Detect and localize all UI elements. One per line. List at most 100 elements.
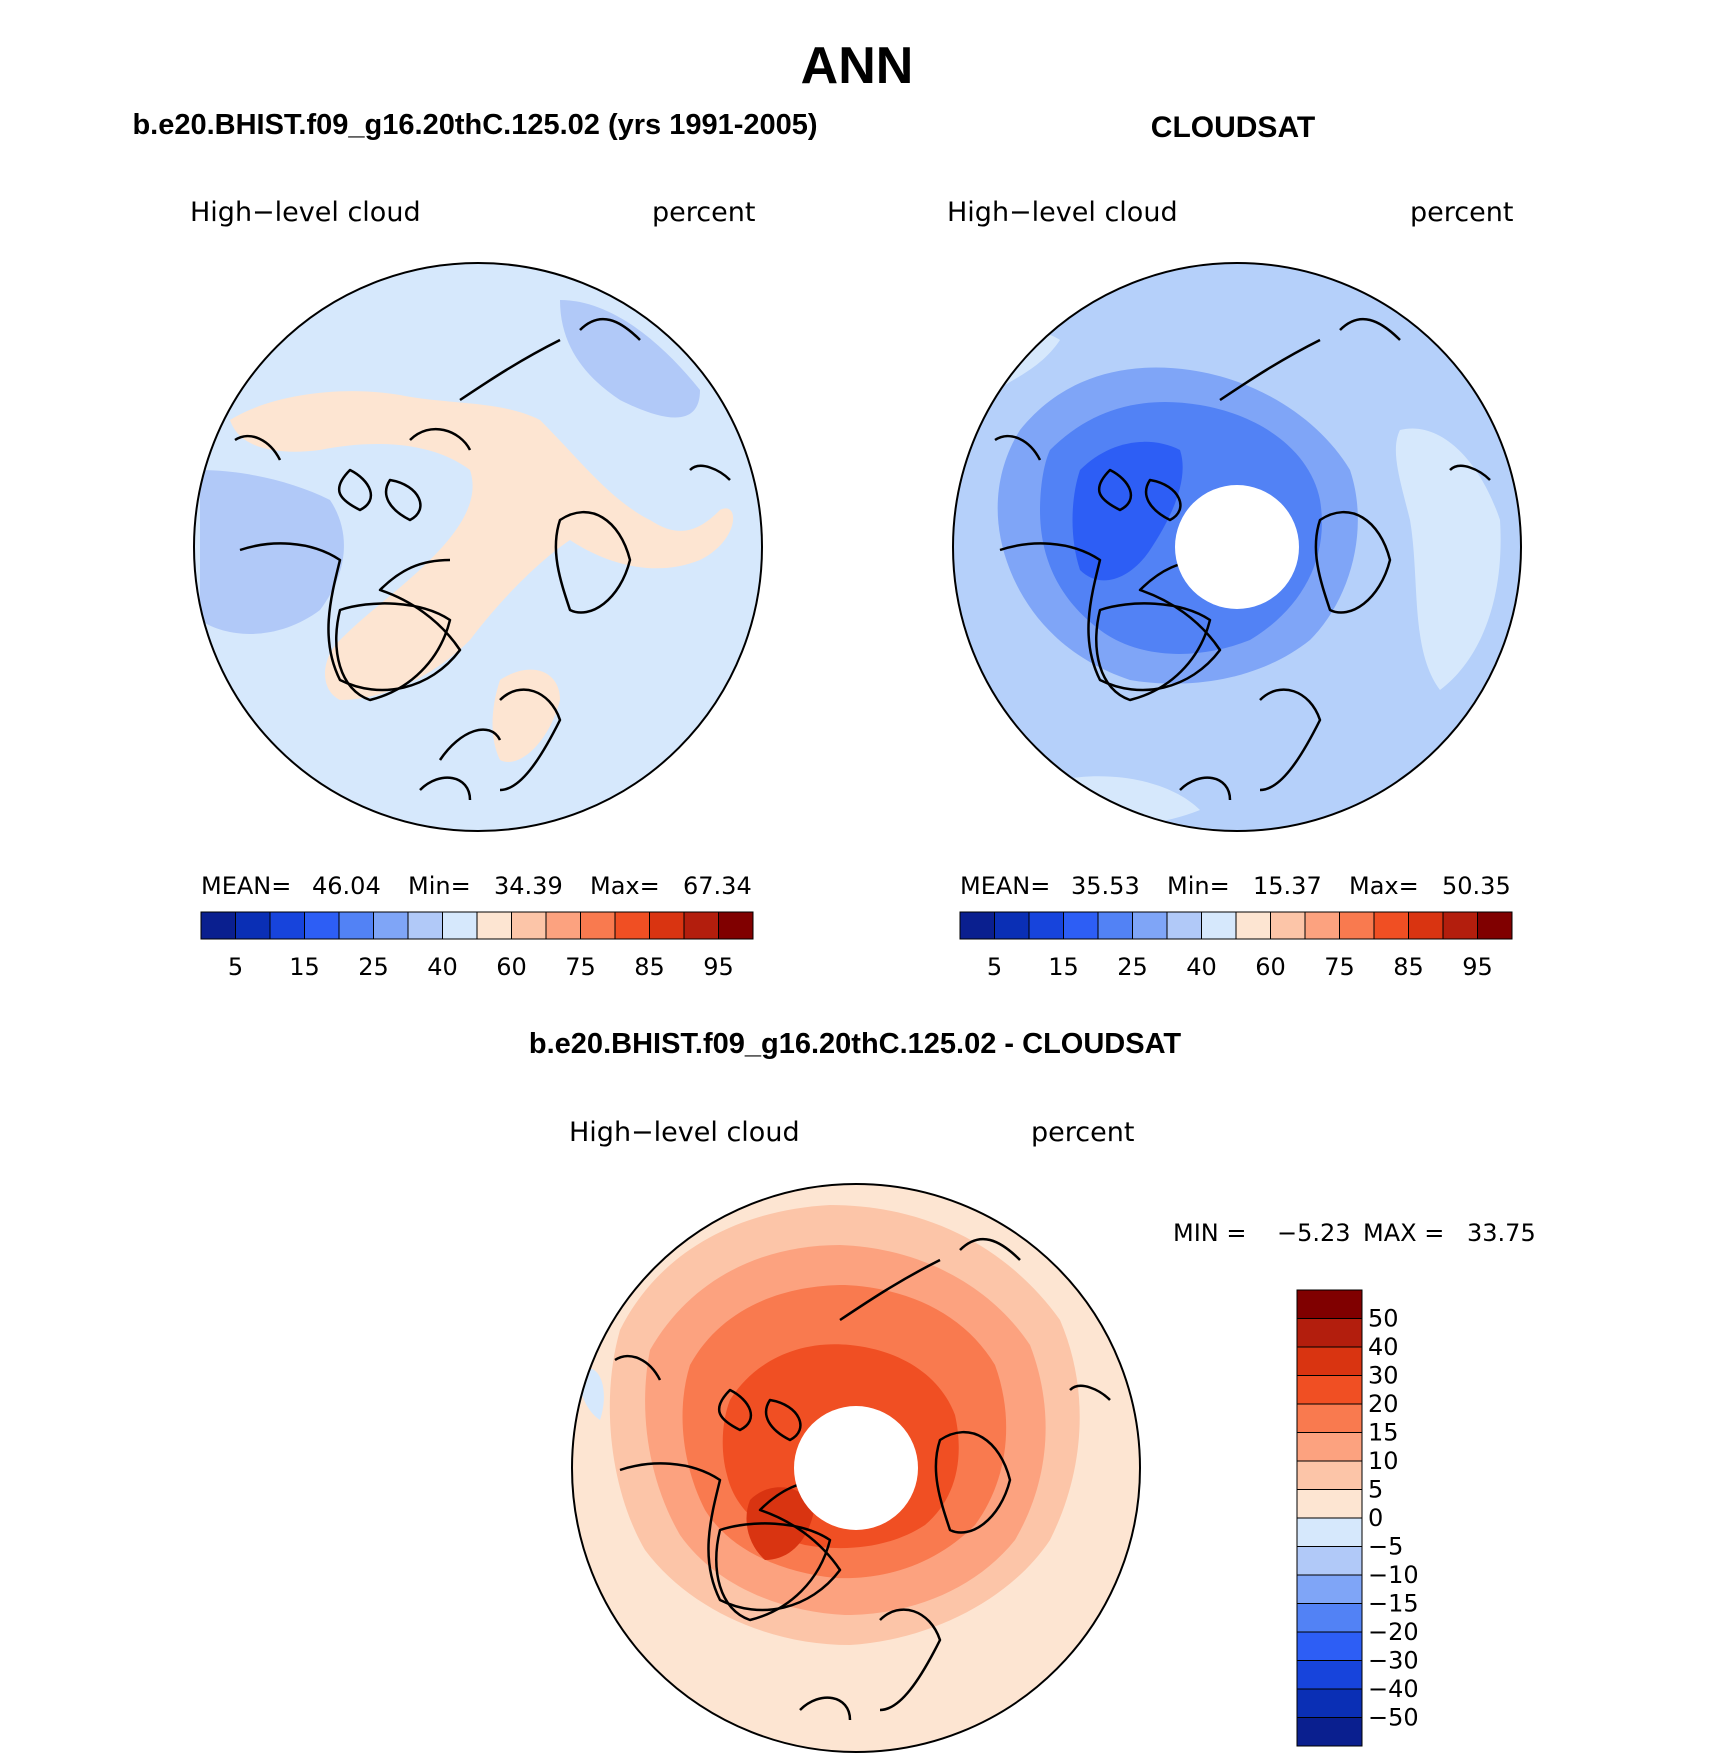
map-model: [193, 262, 763, 832]
colorbar-tick-label: 5: [1368, 1476, 1383, 1504]
colorbar-tick-label: 85: [1393, 953, 1424, 981]
colorbar-swatch: [1296, 1574, 1363, 1604]
colorbar-swatch: [1028, 911, 1064, 940]
colorbar-swatch: [1296, 1403, 1363, 1433]
colorbar-swatch: [1296, 1489, 1363, 1519]
colorbar-swatch: [1304, 911, 1340, 940]
colorbar-tick-label: −30: [1368, 1647, 1419, 1675]
colorbar-tick-label: 40: [1368, 1333, 1399, 1361]
colorbar-tick-label: −5: [1368, 1533, 1403, 1561]
colorbar-swatch: [269, 911, 305, 940]
colorbar-tick-label: −15: [1368, 1590, 1419, 1618]
colorbar-swatch: [235, 911, 271, 940]
colorbar-swatch: [1166, 911, 1202, 940]
colorbar-swatch: [649, 911, 685, 940]
colorbar-tick-label: 0: [1368, 1504, 1383, 1532]
colorbar-swatch: [476, 911, 512, 940]
colorbar-tick-label: 75: [565, 953, 596, 981]
diff-min-label: MIN =: [1173, 1219, 1246, 1247]
colorbar-tick-label: 95: [1462, 953, 1493, 981]
colorbar-tick-label: 25: [1117, 953, 1148, 981]
map-diff-boundary: [571, 1183, 1141, 1753]
map-diff-coastlines: [614, 1238, 1111, 1721]
colorbar-swatch: [407, 911, 443, 940]
panel-diff-units-label: percent: [1031, 1117, 1134, 1148]
obs-min-value: 15.37: [1253, 872, 1322, 900]
colorbar-swatch: [1339, 911, 1375, 940]
colorbar-swatch: [1373, 911, 1409, 940]
warm-band: [230, 391, 734, 700]
colorbar-swatch: [1296, 1660, 1363, 1690]
colorbar-swatch: [545, 911, 581, 940]
colorbar-tick-label: 60: [496, 953, 527, 981]
colorbar-tick-label: 5: [987, 953, 1002, 981]
panel-diff-heading: b.e20.BHIST.f09_g16.20thC.125.02 - CLOUD…: [529, 1028, 1181, 1060]
panel-diff-stats: MIN = −5.23 MAX = 33.75: [1173, 1219, 1536, 1247]
colorbar-tick-label: 15: [1368, 1419, 1399, 1447]
colorbar-swatch: [1296, 1688, 1363, 1718]
map-diff: [571, 1183, 1141, 1753]
colorbar-swatch: [580, 911, 616, 940]
model-max-label: Max=: [590, 872, 660, 900]
colorbar-tick-label: 95: [703, 953, 734, 981]
colorbar-tick-label: 85: [634, 953, 665, 981]
colorbar-swatch: [1442, 911, 1478, 940]
diff-max-label: MAX =: [1363, 1219, 1444, 1247]
panel-diff-variable-label: High−level cloud: [569, 1117, 800, 1148]
colorbar-swatch: [511, 911, 547, 940]
colorbar-swatch: [683, 911, 719, 940]
panel-obs-variable-label: High−level cloud: [947, 197, 1178, 228]
colorbar-swatch: [338, 911, 374, 940]
colorbar-swatch: [1296, 1517, 1363, 1547]
pacific-cool-region: [560, 300, 700, 418]
arctic-ring-inner: [1072, 441, 1183, 581]
colorbar-swatch: [1132, 911, 1168, 940]
panel-obs-heading: CLOUDSAT: [1151, 111, 1315, 144]
colorbar-swatch: [1201, 911, 1237, 940]
model-max-value: 67.34: [683, 872, 752, 900]
colorbar-tick-label: 40: [1186, 953, 1217, 981]
colorbar-tick-label: 5: [228, 953, 243, 981]
model-min-value: 34.39: [494, 872, 563, 900]
colorbar-tick-label: 50: [1368, 1305, 1399, 1333]
colorbar-tick-label: 30: [1368, 1362, 1399, 1390]
colorbar-tick-label: 15: [1048, 953, 1079, 981]
diff-max-value: 33.75: [1467, 1219, 1536, 1247]
colorbar-tick-label: −10: [1368, 1561, 1419, 1589]
canada-cool-region: [200, 470, 344, 634]
colorbar-swatch: [1296, 1631, 1363, 1661]
colorbar-swatch: [1296, 1546, 1363, 1576]
colorbar-swatch: [200, 911, 236, 940]
colorbar-tick-label: 75: [1324, 953, 1355, 981]
colorbar-swatch: [373, 911, 409, 940]
colorbar-model: 5 15 25 40 60 75 85 95: [200, 911, 754, 981]
diff-min-value: −5.23: [1277, 1219, 1351, 1247]
model-mean-value: 46.04: [312, 872, 381, 900]
colorbar-swatch: [1408, 911, 1444, 940]
colorbar-swatch: [1296, 1460, 1363, 1490]
obs-polar-hole: [1175, 485, 1299, 609]
colorbar-tick-label: 25: [358, 953, 389, 981]
map-model-boundary: [193, 262, 763, 832]
colorbar-swatch: [304, 911, 340, 940]
colorbar-swatch: [614, 911, 650, 940]
map-obs-boundary: [952, 262, 1522, 832]
colorbar-swatch: [1296, 1717, 1363, 1747]
colorbar-tick-label: −40: [1368, 1675, 1419, 1703]
colorbar-tick-label: 10: [1368, 1447, 1399, 1475]
map-model-coastlines: [234, 318, 731, 801]
obs-max-value: 50.35: [1442, 872, 1511, 900]
panel-model-variable-label: High−level cloud: [190, 197, 421, 228]
panel-obs-units-label: percent: [1410, 197, 1513, 228]
colorbar-swatch: [1063, 911, 1099, 940]
colorbar-swatch: [1477, 911, 1513, 940]
obs-max-label: Max=: [1349, 872, 1419, 900]
panel-model-heading: b.e20.BHIST.f09_g16.20thC.125.02 (yrs 19…: [132, 109, 817, 141]
colorbar-swatch: [1296, 1318, 1363, 1348]
colorbar-swatch: [1097, 911, 1133, 940]
colorbar-swatch: [1296, 1375, 1363, 1405]
colorbar-swatch: [718, 911, 754, 940]
obs-min-label: Min=: [1167, 872, 1230, 900]
colorbar-tick-label: 15: [289, 953, 320, 981]
